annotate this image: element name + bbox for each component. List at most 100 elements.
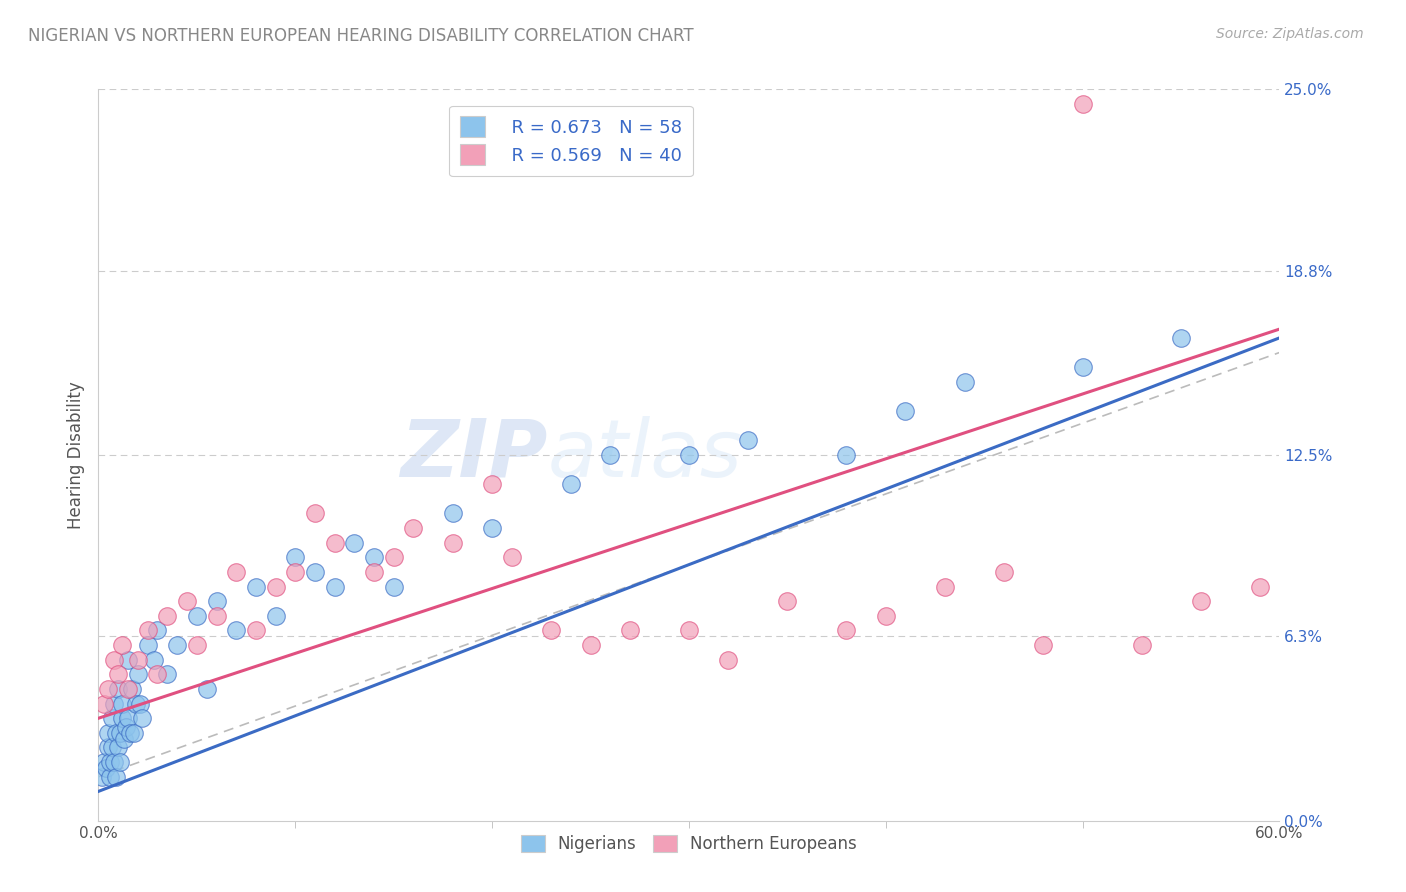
Point	[117, 653, 139, 667]
Point	[304, 507, 326, 521]
Point	[205, 608, 228, 623]
Point	[264, 580, 287, 594]
Point	[835, 448, 858, 462]
Point	[579, 638, 602, 652]
Legend: Nigerians, Northern Europeans: Nigerians, Northern Europeans	[515, 829, 863, 860]
Point	[142, 653, 165, 667]
Point	[481, 477, 503, 491]
Point	[186, 608, 208, 623]
Point	[97, 681, 120, 696]
Point	[136, 624, 159, 638]
Point	[343, 535, 366, 549]
Point	[156, 667, 179, 681]
Point	[501, 550, 523, 565]
Point	[737, 434, 759, 448]
Point	[1189, 594, 1212, 608]
Point	[441, 507, 464, 521]
Point	[101, 740, 124, 755]
Point	[776, 594, 799, 608]
Point	[121, 681, 143, 696]
Point	[118, 726, 141, 740]
Point	[678, 448, 700, 462]
Point	[382, 580, 405, 594]
Point	[245, 580, 267, 594]
Text: Source: ZipAtlas.com: Source: ZipAtlas.com	[1216, 27, 1364, 41]
Point	[127, 667, 149, 681]
Point	[875, 608, 897, 623]
Point	[1071, 96, 1094, 111]
Point	[1130, 638, 1153, 652]
Point	[115, 720, 138, 734]
Point	[93, 755, 115, 769]
Point	[441, 535, 464, 549]
Point	[127, 653, 149, 667]
Point	[894, 404, 917, 418]
Point	[225, 624, 247, 638]
Point	[105, 770, 128, 784]
Point	[1170, 331, 1192, 345]
Point	[560, 477, 582, 491]
Point	[186, 638, 208, 652]
Point	[117, 711, 139, 725]
Point	[97, 740, 120, 755]
Point	[108, 755, 131, 769]
Point	[835, 624, 858, 638]
Point	[284, 565, 307, 579]
Point	[166, 638, 188, 652]
Point	[1032, 638, 1054, 652]
Point	[678, 624, 700, 638]
Point	[131, 711, 153, 725]
Point	[101, 711, 124, 725]
Point	[540, 624, 562, 638]
Point	[98, 755, 121, 769]
Point	[993, 565, 1015, 579]
Point	[97, 726, 120, 740]
Text: ZIP: ZIP	[399, 416, 547, 494]
Point	[156, 608, 179, 623]
Point	[103, 653, 125, 667]
Point	[323, 535, 346, 549]
Point	[111, 638, 134, 652]
Point	[717, 653, 740, 667]
Point	[98, 770, 121, 784]
Text: NIGERIAN VS NORTHERN EUROPEAN HEARING DISABILITY CORRELATION CHART: NIGERIAN VS NORTHERN EUROPEAN HEARING DI…	[28, 27, 693, 45]
Point	[107, 667, 129, 681]
Point	[125, 697, 148, 711]
Point	[195, 681, 218, 696]
Point	[245, 624, 267, 638]
Point	[122, 726, 145, 740]
Point	[103, 755, 125, 769]
Text: atlas: atlas	[547, 416, 742, 494]
Point	[103, 697, 125, 711]
Point	[108, 726, 131, 740]
Point	[481, 521, 503, 535]
Point	[105, 726, 128, 740]
Point	[128, 697, 150, 711]
Point	[264, 608, 287, 623]
Point	[953, 375, 976, 389]
Point	[323, 580, 346, 594]
Point	[382, 550, 405, 565]
Point	[402, 521, 425, 535]
Point	[146, 624, 169, 638]
Point	[176, 594, 198, 608]
Point	[225, 565, 247, 579]
Point	[136, 638, 159, 652]
Point	[111, 711, 134, 725]
Point	[284, 550, 307, 565]
Point	[1249, 580, 1271, 594]
Point	[146, 667, 169, 681]
Point	[599, 448, 621, 462]
Y-axis label: Hearing Disability: Hearing Disability	[66, 381, 84, 529]
Point	[112, 731, 135, 746]
Point	[107, 740, 129, 755]
Point	[619, 624, 641, 638]
Point	[117, 681, 139, 696]
Point	[934, 580, 956, 594]
Point	[111, 697, 134, 711]
Point	[304, 565, 326, 579]
Point	[91, 770, 114, 784]
Point	[96, 761, 118, 775]
Point	[205, 594, 228, 608]
Point	[363, 565, 385, 579]
